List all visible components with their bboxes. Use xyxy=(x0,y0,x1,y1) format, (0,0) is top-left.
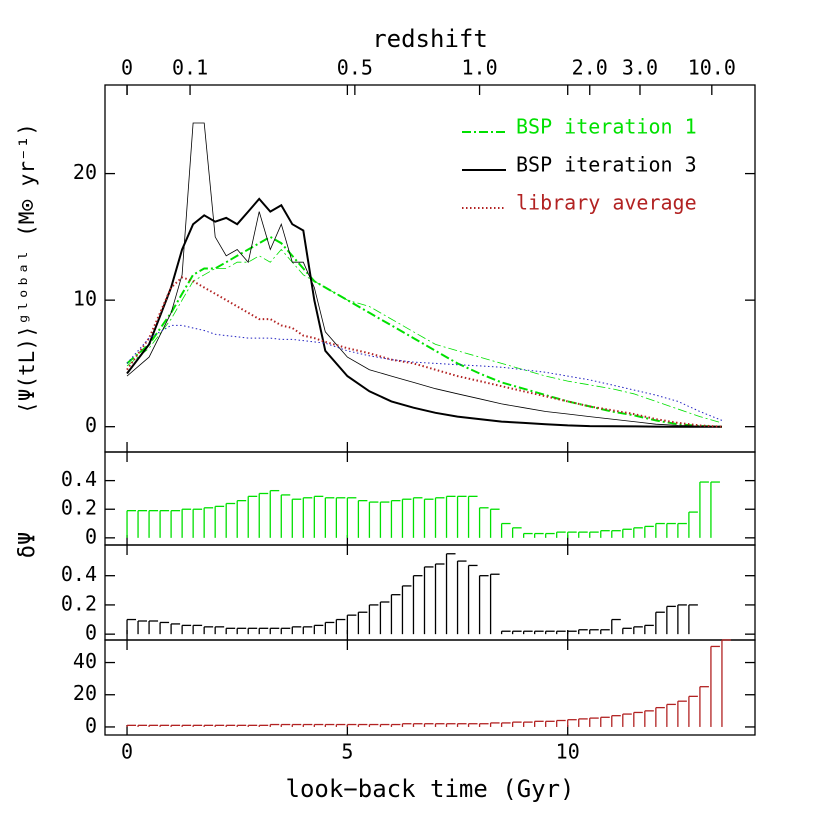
x-tick-label: 5 xyxy=(341,740,353,764)
y-tick-label: 0.2 xyxy=(61,496,97,520)
series-line xyxy=(126,235,722,428)
x2-tick-label: 3.0 xyxy=(622,56,658,80)
y-tick-label: 10 xyxy=(73,287,97,311)
x2-tick-label: 1.0 xyxy=(462,56,498,80)
x2-axis-label: redshift xyxy=(372,25,488,53)
series-line xyxy=(126,197,722,428)
x2-tick-label: 0.5 xyxy=(337,56,373,80)
panel-frame xyxy=(104,639,756,736)
x2-tick-label: 2.0 xyxy=(572,56,608,80)
series-line xyxy=(126,248,723,424)
y-tick-label: 0.2 xyxy=(61,591,97,615)
y-tick-label: 0.4 xyxy=(61,467,97,491)
x-tick-label: 0 xyxy=(121,740,133,764)
y-tick-label: 0 xyxy=(85,713,97,737)
y-tick-label: 0 xyxy=(85,413,97,437)
x2-tick-label: 10.0 xyxy=(688,56,736,80)
y-tick-label: 0.4 xyxy=(61,562,97,586)
y-tick-label: 0 xyxy=(85,621,97,645)
y-tick-label: 40 xyxy=(73,649,97,673)
y-axis-label: ⟨Ψ(tL)⟩ᵍˡᵒᵇᵃˡ (M⊙ yr⁻¹) xyxy=(15,123,39,414)
series-line xyxy=(126,276,722,428)
series-line xyxy=(126,324,723,421)
x2-tick-label: 0 xyxy=(121,56,133,80)
legend-label: BSP iteration 3 xyxy=(516,153,697,177)
x2-tick-label: 0.1 xyxy=(172,56,208,80)
y-tick-label: 20 xyxy=(73,681,97,705)
y-tick-label: 20 xyxy=(73,160,97,184)
x-tick-label: 10 xyxy=(556,740,580,764)
legend-label: BSP iteration 1 xyxy=(516,115,697,139)
panel-frame xyxy=(104,451,756,546)
panel-frame xyxy=(104,544,756,641)
y-tick-label: 0 xyxy=(85,524,97,548)
x-axis-label: look−back time (Gyr) xyxy=(286,775,575,803)
series-line xyxy=(126,122,722,428)
legend-label: library average xyxy=(516,191,697,215)
y-axis-label: δΨ xyxy=(15,532,40,559)
